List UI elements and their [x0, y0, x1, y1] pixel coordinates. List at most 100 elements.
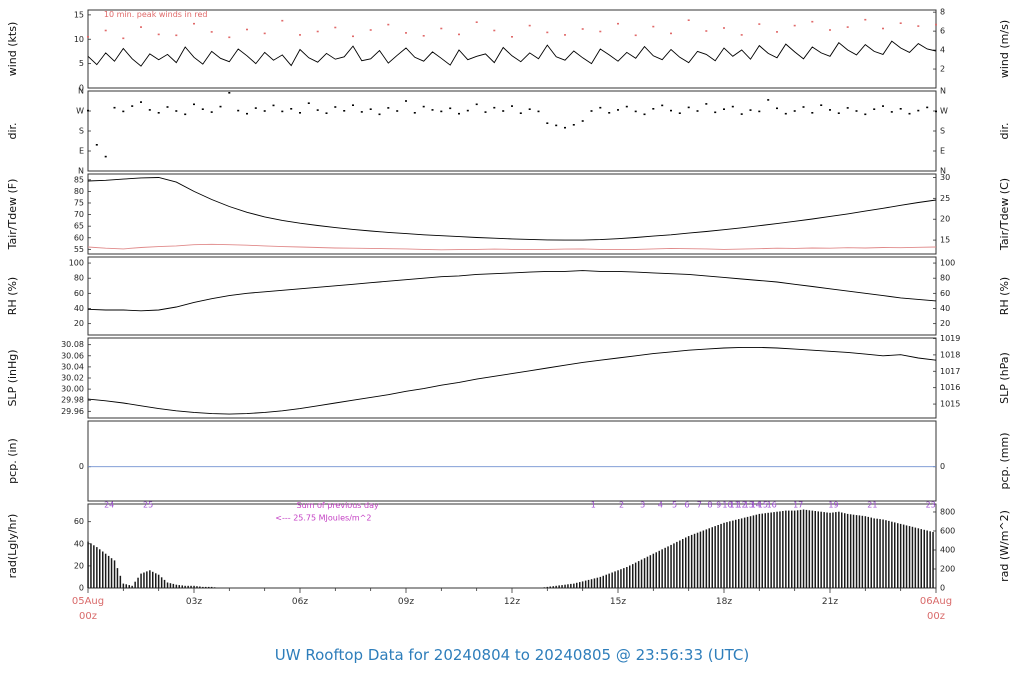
svg-text:65: 65 — [74, 222, 84, 231]
svg-text:W: W — [76, 107, 84, 116]
svg-text:10: 10 — [722, 500, 732, 509]
svg-text:S: S — [79, 127, 84, 136]
svg-text:8: 8 — [940, 8, 945, 17]
svg-text:29.96: 29.96 — [61, 407, 84, 416]
svg-text:0: 0 — [79, 84, 84, 93]
svg-text:10: 10 — [74, 35, 84, 44]
svg-text:0: 0 — [79, 462, 84, 471]
svg-text:N: N — [78, 167, 84, 176]
svg-text:12: 12 — [737, 500, 747, 509]
svg-text:20: 20 — [74, 561, 84, 570]
svg-text:03z: 03z — [186, 597, 202, 607]
svg-text:3: 3 — [640, 500, 645, 509]
svg-text:SLP (hPa): SLP (hPa) — [998, 352, 1011, 404]
panel-temperature: 85 80 75 70 65 60 55 30 25 20 15 Tair/Tdew (F) Tair/… — [6, 173, 1011, 255]
svg-text:6: 6 — [940, 27, 945, 36]
svg-text:Tair/Tdew (F): Tair/Tdew (F) — [6, 179, 19, 251]
svg-text:rad (W/m^2): rad (W/m^2) — [998, 510, 1011, 582]
svg-text:30.02: 30.02 — [61, 374, 84, 383]
svg-text:5: 5 — [672, 500, 677, 509]
svg-text:30: 30 — [940, 173, 950, 182]
svg-text:00z: 00z — [79, 611, 97, 622]
panel-precipitation: 0 0 pcp. (in) pcp. (mm) — [6, 420, 1011, 502]
svg-text:2: 2 — [940, 65, 945, 74]
svg-text:15z: 15z — [610, 597, 626, 607]
svg-text:dir.: dir. — [998, 122, 1011, 139]
svg-text:16: 16 — [767, 500, 777, 509]
svg-text:SLP (inHg): SLP (inHg) — [6, 349, 19, 406]
svg-text:29.98: 29.98 — [61, 396, 84, 405]
svg-text:21: 21 — [867, 500, 877, 509]
svg-text:18z: 18z — [716, 597, 732, 607]
panel-relative_humidity: 100 80 60 40 20 100 80 60 40 20 RH (%) RH (%) — [6, 256, 1011, 336]
svg-text:30.00: 30.00 — [61, 385, 84, 394]
svg-text:600: 600 — [940, 526, 955, 535]
svg-text:85: 85 — [74, 175, 84, 184]
svg-text:1015: 1015 — [940, 400, 960, 409]
svg-text:1017: 1017 — [940, 367, 960, 376]
svg-text:rad(Lgly/hr): rad(Lgly/hr) — [6, 514, 19, 579]
svg-text:70: 70 — [74, 210, 84, 219]
svg-text:7: 7 — [697, 500, 702, 509]
panel-wind: 0 5 10 15 2 4 6 8 10 min. peak winds in red wind … — [6, 8, 1011, 93]
svg-text:23: 23 — [926, 500, 936, 509]
svg-text:1: 1 — [591, 500, 596, 509]
svg-text:20: 20 — [74, 319, 84, 328]
svg-text:05Aug: 05Aug — [72, 596, 104, 607]
svg-text:09z: 09z — [398, 597, 414, 607]
svg-text:5: 5 — [79, 59, 84, 68]
svg-text:20: 20 — [940, 215, 950, 224]
svg-text:60: 60 — [940, 289, 950, 298]
svg-text:1019: 1019 — [940, 334, 960, 343]
svg-text:N: N — [78, 87, 84, 96]
svg-text:1016: 1016 — [940, 383, 960, 392]
svg-text:21z: 21z — [822, 597, 838, 607]
svg-text:14: 14 — [751, 500, 761, 509]
svg-text:6: 6 — [684, 500, 689, 509]
svg-text:13: 13 — [744, 500, 754, 509]
svg-text:4: 4 — [658, 500, 663, 509]
svg-text:20: 20 — [940, 319, 950, 328]
svg-text:30.08: 30.08 — [61, 340, 84, 349]
svg-text:400: 400 — [940, 545, 955, 554]
svg-text:wind (m/s): wind (m/s) — [998, 20, 1011, 78]
svg-text:pcp. (mm): pcp. (mm) — [998, 432, 1011, 489]
svg-text:1018: 1018 — [940, 350, 960, 359]
svg-text:60: 60 — [74, 517, 84, 526]
svg-text:40: 40 — [74, 539, 84, 548]
svg-text:40: 40 — [940, 304, 950, 313]
svg-text:RH (%): RH (%) — [6, 277, 19, 315]
svg-text:wind (kts): wind (kts) — [6, 22, 19, 77]
svg-text:S: S — [940, 127, 945, 136]
svg-text:06z: 06z — [292, 597, 308, 607]
svg-text:N: N — [940, 167, 946, 176]
svg-text:15: 15 — [758, 500, 768, 509]
svg-text:dir.: dir. — [6, 122, 19, 139]
svg-text:RH (%): RH (%) — [998, 277, 1011, 315]
svg-text:00z: 00z — [927, 611, 945, 622]
svg-text:0: 0 — [940, 584, 945, 593]
svg-text:10 min. peak winds in red: 10 min. peak winds in red — [104, 10, 208, 19]
svg-text:60: 60 — [74, 233, 84, 242]
svg-text:80: 80 — [74, 187, 84, 196]
svg-text:11: 11 — [730, 500, 740, 509]
svg-text:25: 25 — [143, 500, 153, 509]
svg-text:30.04: 30.04 — [61, 362, 84, 371]
svg-text:17: 17 — [793, 500, 803, 509]
svg-text:9: 9 — [716, 500, 721, 509]
svg-text:Tair/Tdew (C): Tair/Tdew (C) — [998, 178, 1011, 251]
svg-text:24: 24 — [104, 500, 114, 509]
svg-text:15: 15 — [74, 10, 84, 19]
svg-text:800: 800 — [940, 507, 955, 516]
svg-text:4: 4 — [940, 46, 945, 55]
svg-text:15: 15 — [940, 236, 950, 245]
svg-text:12z: 12z — [504, 597, 520, 607]
svg-text:N: N — [940, 87, 946, 96]
svg-text:W: W — [940, 107, 948, 116]
svg-text:55: 55 — [74, 245, 84, 254]
svg-text:75: 75 — [74, 198, 84, 207]
svg-text:19: 19 — [828, 500, 838, 509]
